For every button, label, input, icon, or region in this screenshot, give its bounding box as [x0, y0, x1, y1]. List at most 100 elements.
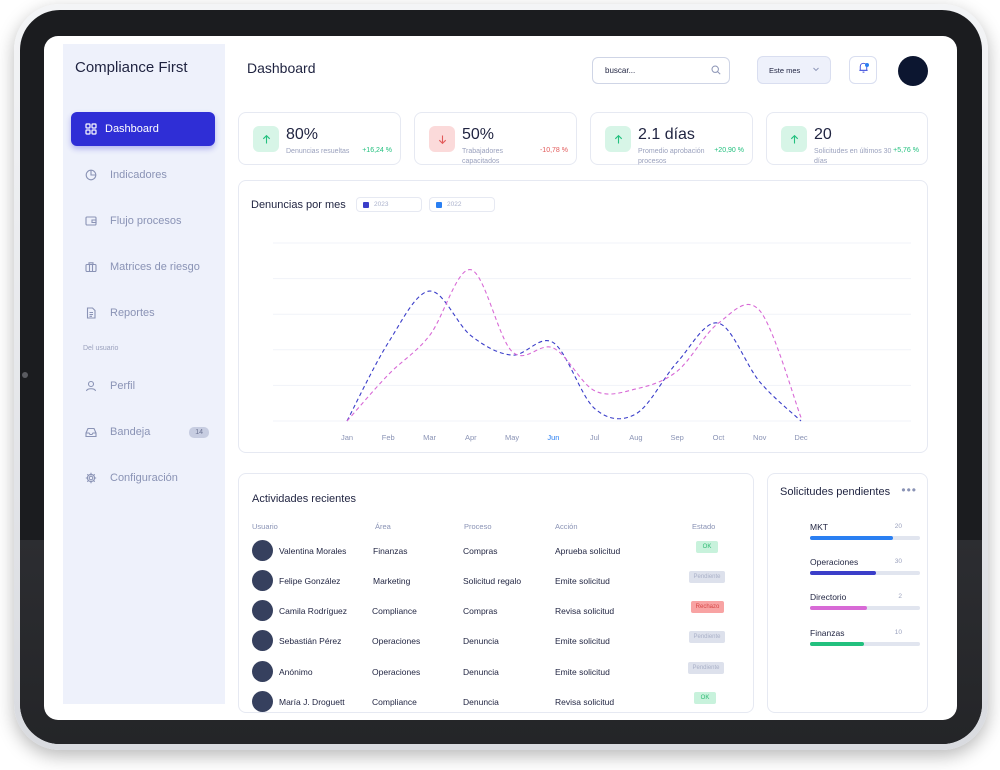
legend-label: 2022 [447, 201, 462, 208]
x-tick-label: Feb [382, 433, 395, 442]
user-icon [85, 380, 97, 392]
legend-label: 2023 [374, 201, 389, 208]
sidebar-item-reportes[interactable]: Reportes [71, 296, 215, 330]
x-tick-label: May [505, 433, 519, 442]
sidebar-item-configuracion[interactable]: Configuración [71, 461, 215, 495]
column-header-usuario[interactable]: Usuario [252, 522, 278, 531]
cell-area: Finanzas [373, 546, 408, 556]
search-input[interactable] [605, 66, 711, 75]
x-tick-label: Aug [629, 433, 642, 442]
progress-count: 20 [894, 523, 902, 530]
table-row[interactable]: María J. Droguett Compliance Denuncia Re… [239, 691, 753, 712]
notifications-button[interactable] [849, 56, 877, 84]
sidebar-item-label: Configuración [110, 472, 178, 484]
column-header-area[interactable]: Área [375, 522, 391, 531]
progress-fill [810, 571, 876, 575]
status-badge: Pendiente [689, 571, 725, 583]
chart-title: Denuncias por mes [251, 199, 346, 211]
x-tick-label: Jan [341, 433, 353, 442]
legend-item-2023[interactable]: 2023 [356, 197, 422, 212]
progress-item-operaciones: Operaciones 30 [810, 557, 920, 575]
stat-value: 20 [814, 126, 832, 143]
progress-item-mkt: MKT 20 [810, 522, 920, 540]
sidebar-item-perfil[interactable]: Perfil [71, 369, 215, 403]
progress-label: Directorio [810, 592, 847, 602]
cell-user: Valentina Morales [279, 546, 347, 556]
progress-count: 10 [894, 629, 902, 636]
sidebar-item-bandeja[interactable]: Bandeja 14 [71, 415, 215, 449]
status-badge: Rechazo [691, 601, 724, 613]
avatar [252, 661, 273, 682]
column-header-proceso[interactable]: Proceso [464, 522, 492, 531]
stat-card-aprobacion: 2.1 días Promedio aprobación procesos +2… [590, 112, 753, 165]
progress-label: Operaciones [810, 557, 859, 567]
cell-process: Solicitud regalo [463, 576, 522, 586]
tablet-camera [22, 372, 28, 378]
period-select[interactable]: Este mes [757, 56, 831, 84]
stat-label: Promedio aprobación procesos [638, 148, 705, 165]
stat-delta: +5,76 % [893, 147, 919, 154]
progress-item-finanzas: Finanzas 10 [810, 628, 920, 646]
progress-track [810, 642, 920, 646]
cell-area: Compliance [372, 606, 417, 616]
status-badge: OK [696, 541, 718, 553]
progress-fill [810, 536, 893, 540]
avatar [252, 600, 273, 621]
sidebar-section-label: Del usuario [83, 345, 119, 352]
stat-value: 2.1 días [638, 126, 695, 143]
arrow-up-icon [781, 126, 807, 152]
more-options-icon[interactable]: ••• [901, 483, 917, 497]
arrow-down-icon [429, 126, 455, 152]
legend-item-2022[interactable]: 2022 [429, 197, 495, 212]
cell-process: Compras [463, 546, 498, 556]
cell-action: Emite solicitud [555, 667, 610, 677]
cell-area: Operaciones [372, 667, 421, 677]
avatar [252, 691, 273, 712]
sidebar-item-indicadores[interactable]: Indicadores [71, 158, 215, 192]
chevron-down-icon [812, 65, 820, 75]
cell-process: Denuncia [463, 667, 499, 677]
stat-card-capacitados: 50% Trabajadores capacitados -10,78 % [414, 112, 577, 165]
table-row[interactable]: Valentina Morales Finanzas Compras Aprue… [239, 540, 753, 566]
progress-track [810, 536, 920, 540]
arrow-up-icon [253, 126, 279, 152]
wallet-icon [85, 215, 97, 227]
stat-value: 80% [286, 126, 319, 143]
arrow-up-icon [605, 126, 631, 152]
cell-user: María J. Droguett [279, 697, 345, 707]
page-title: Dashboard [247, 60, 316, 76]
stat-label: Solicitudes en últimos 30 días [814, 148, 892, 165]
cell-action: Emite solicitud [555, 576, 610, 586]
user-avatar[interactable] [898, 56, 928, 86]
table-row[interactable]: Anónimo Operaciones Denuncia Emite solic… [239, 661, 753, 687]
avatar [252, 630, 273, 651]
sidebar-item-matrices-de-riesgo[interactable]: Matrices de riesgo [71, 250, 215, 284]
x-tick-label: Jul [590, 433, 600, 442]
pie-chart-icon [85, 169, 97, 181]
sidebar-item-dashboard[interactable]: Dashboard [71, 112, 215, 146]
sidebar-item-flujo-procesos[interactable]: Flujo procesos [71, 204, 215, 238]
cell-area: Compliance [372, 697, 417, 707]
progress-track [810, 571, 920, 575]
table-row[interactable]: Felipe González Marketing Solicitud rega… [239, 570, 753, 596]
pending-requests-card: Solicitudes pendientes ••• MKT 20 Operac… [767, 473, 928, 713]
table-row[interactable]: Camila Rodríguez Compliance Compras Revi… [239, 600, 753, 626]
cell-user: Camila Rodríguez [279, 606, 348, 616]
stat-value: 50% [462, 126, 495, 143]
sidebar-item-label: Indicadores [110, 169, 167, 181]
progress-label: MKT [810, 522, 828, 532]
sidebar-item-label: Perfil [110, 380, 136, 392]
column-header-accion[interactable]: Acción [555, 522, 578, 531]
x-tick-label: Sep [671, 433, 684, 442]
table-row[interactable]: Sebastián Pérez Operaciones Denuncia Emi… [239, 630, 753, 656]
series-line-2023 [346, 290, 802, 422]
progress-track [810, 606, 920, 610]
cell-action: Revisa solicitud [555, 606, 615, 616]
sidebar-item-label: Reportes [110, 307, 155, 319]
column-header-estado[interactable]: Estado [692, 522, 716, 531]
search-icon[interactable] [711, 64, 721, 77]
bandeja-count-badge: 14 [189, 426, 209, 438]
grid-icon [85, 123, 97, 135]
avatar [252, 540, 273, 561]
cell-process: Denuncia [463, 697, 499, 707]
